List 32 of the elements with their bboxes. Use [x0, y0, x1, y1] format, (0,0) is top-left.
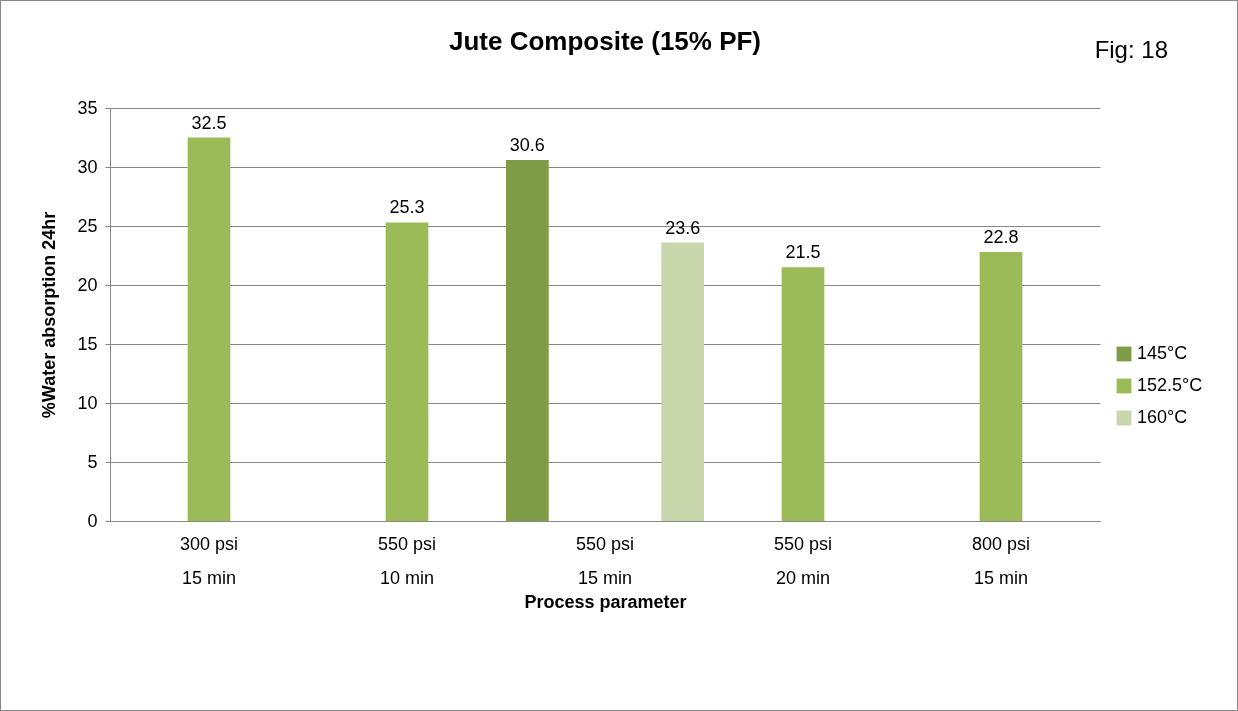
data-label: 21.5 [785, 242, 821, 263]
bar [661, 242, 704, 521]
data-label: 32.5 [191, 112, 227, 133]
y-tick-label: 10 [77, 392, 98, 413]
legend-label: 152.5°C [1137, 375, 1203, 395]
x-tick-label: 300 psi 15 min [179, 533, 239, 588]
data-label: 25.3 [389, 197, 425, 218]
y-tick-label: 30 [77, 156, 98, 177]
x-tick-label: 800 psi 15 min [971, 533, 1031, 588]
bar [187, 137, 231, 521]
x-tick-label: 550 psi 20 min [773, 533, 833, 588]
data-label: 23.6 [665, 217, 701, 238]
legend-label: 160°C [1137, 407, 1188, 427]
bar [781, 267, 825, 521]
x-axis-title: Process parameter [524, 591, 687, 612]
bar [506, 159, 549, 521]
data-label: 22.8 [983, 226, 1019, 247]
y-axis-title: %Water absorption 24hr [39, 211, 60, 419]
data-label: 30.6 [509, 134, 545, 155]
y-tick-label: 25 [77, 215, 98, 236]
bar [385, 222, 429, 521]
legend-label: 145°C [1137, 343, 1188, 363]
y-tick-label: 0 [87, 510, 98, 531]
x-tick-label: 550 psi 10 min [377, 533, 437, 588]
y-tick-label: 15 [77, 333, 98, 354]
bar [979, 251, 1023, 521]
y-tick-label: 5 [87, 451, 98, 472]
chart-title: Jute Composite (15% PF) [448, 26, 762, 56]
y-tick-label: 20 [77, 274, 98, 295]
text: Fig: 18 [1094, 36, 1168, 64]
x-tick-label: 550 psi 15 min [575, 533, 635, 588]
y-tick-label: 35 [77, 97, 98, 118]
